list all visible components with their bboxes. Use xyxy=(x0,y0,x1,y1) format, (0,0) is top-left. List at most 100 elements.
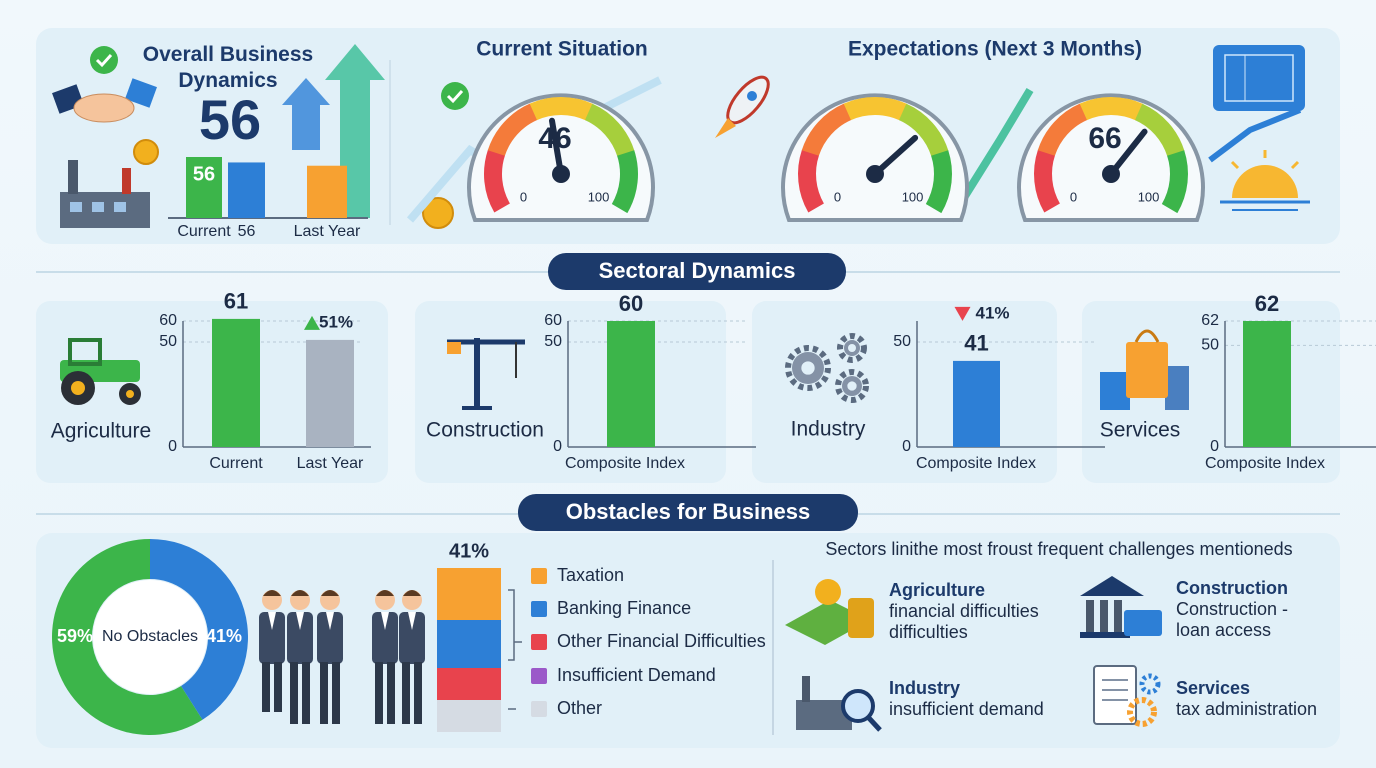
challenge-sector: Agriculture xyxy=(889,580,986,600)
people-icon-part xyxy=(375,662,383,724)
factory-icon xyxy=(60,160,150,228)
gauge-tick-label: 0 xyxy=(520,189,527,204)
people-icon-part xyxy=(402,662,410,724)
people-icon-part xyxy=(387,662,395,724)
category-label: Last Year xyxy=(297,455,364,472)
y-tick-label: 60 xyxy=(159,312,177,329)
legend-label: Other xyxy=(557,698,602,718)
gauge-band xyxy=(484,149,511,213)
blueprint-icon xyxy=(1213,45,1305,111)
blueprint-icon-part xyxy=(1213,45,1305,111)
bank-icon-part xyxy=(1086,600,1094,632)
bank-icon-part xyxy=(1124,610,1162,636)
y-tick-label: 60 xyxy=(544,312,562,329)
y-tick-label: 0 xyxy=(168,438,177,455)
industry-challenge-icon-part xyxy=(841,689,875,723)
bar xyxy=(212,318,260,447)
crane-icon-part xyxy=(447,342,461,354)
tractor-icon-part xyxy=(68,338,102,366)
y-tick-label: 50 xyxy=(544,333,562,350)
section-pill xyxy=(518,494,858,531)
people-icon-part xyxy=(403,590,421,596)
legend-label: Taxation xyxy=(557,565,624,585)
category-label: 56 xyxy=(238,223,256,240)
category-label: Last Year xyxy=(294,223,361,240)
y-tick-label: 0 xyxy=(1210,438,1219,455)
value-label: 60 xyxy=(619,291,643,316)
gauge-band xyxy=(898,103,949,157)
gears-icon-part xyxy=(835,369,869,403)
services-icon xyxy=(1100,329,1189,410)
check-icon-part xyxy=(95,53,113,68)
handshake-icon xyxy=(52,78,157,123)
people-icon-part xyxy=(317,612,343,664)
services-challenge-icon-part xyxy=(1093,665,1137,725)
challenge-sector: Services xyxy=(1176,678,1251,698)
sector-title: Industry xyxy=(791,418,866,441)
bar-segment xyxy=(437,700,501,732)
bank-icon-part xyxy=(1080,632,1130,638)
donut-slice xyxy=(52,539,203,735)
legend-swatch xyxy=(531,568,547,584)
people-icon-part xyxy=(326,612,334,630)
total-label: 41% xyxy=(449,540,489,562)
legend-label: Banking Finance xyxy=(557,598,691,618)
sun-icon xyxy=(1220,150,1310,211)
gauge-tick-label: 0 xyxy=(834,189,841,204)
arrow-icon-part xyxy=(282,78,330,150)
coin-icon xyxy=(133,139,159,165)
bar xyxy=(307,165,347,218)
check-icon xyxy=(90,46,118,74)
bar xyxy=(228,162,265,218)
tractor-icon-part xyxy=(71,381,85,395)
gauge-band xyxy=(611,150,638,214)
gears-icon-part xyxy=(837,333,867,363)
people-icon-part xyxy=(259,612,285,664)
y-tick-label: 62 xyxy=(1201,312,1219,329)
value-label: 51% xyxy=(319,312,353,331)
gauge-band xyxy=(1134,103,1185,157)
bar-segment xyxy=(437,668,501,700)
people-icon-part xyxy=(262,662,270,712)
value-label: 61 xyxy=(224,289,248,314)
gauge-band xyxy=(1079,97,1143,121)
bank-icon-part xyxy=(1080,576,1144,596)
factory-icon-part xyxy=(68,160,78,194)
donut-center-label: No Obstacles xyxy=(102,628,198,645)
value-label: 56 xyxy=(193,163,215,185)
gauge-tick-label: 100 xyxy=(902,189,924,204)
gauge-band xyxy=(1034,149,1061,213)
services-challenge-icon-part xyxy=(1127,697,1157,727)
legend-swatch xyxy=(531,668,547,684)
gauge-title: Expectations (Next 3 Months) xyxy=(848,38,1142,61)
people-icon-part xyxy=(332,662,340,724)
legend-bracket xyxy=(508,589,522,661)
donut-chart: 59% 41% No Obstacles xyxy=(52,539,249,735)
gauge-tick-label: 0 xyxy=(1070,189,1077,204)
challenge-sector: Industry xyxy=(889,678,961,698)
legend-swatch xyxy=(531,701,547,717)
category-label: Current xyxy=(209,455,263,472)
check-icon xyxy=(441,82,469,110)
factory-icon-part xyxy=(114,202,126,212)
services-icon-part xyxy=(1100,372,1130,410)
people-icon-part xyxy=(290,662,298,724)
people-icon-part xyxy=(302,662,310,724)
people-icon-part xyxy=(408,612,416,630)
value-label: 62 xyxy=(1255,291,1279,316)
handshake-icon-part xyxy=(125,78,157,108)
industry-challenge-icon-part xyxy=(802,676,810,702)
donut-hole xyxy=(93,580,207,694)
sector-title: Construction xyxy=(426,419,544,442)
challenge-text: insufficient demand xyxy=(889,699,1044,719)
gauge-band xyxy=(1161,150,1188,214)
crane-icon xyxy=(447,338,525,410)
bar-segment xyxy=(437,620,501,668)
trend-down-marker xyxy=(954,306,971,321)
gauge-hub xyxy=(1102,165,1120,183)
people-icon-part xyxy=(274,662,282,712)
sector-chart: Agriculture 0 50 60 61 Current 51% Last Year xyxy=(51,289,371,472)
people-icon-part xyxy=(268,612,276,630)
legend-label: Insufficient Demand xyxy=(557,665,716,685)
